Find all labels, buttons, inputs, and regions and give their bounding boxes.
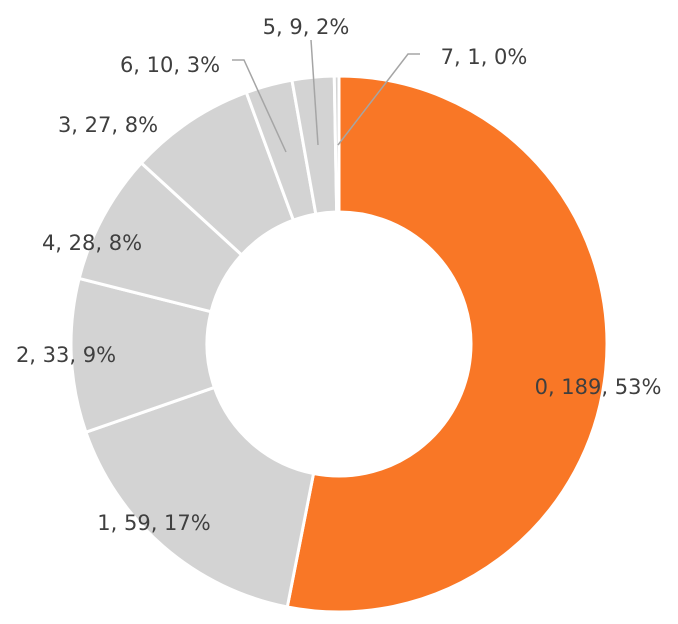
leader-lines: [232, 39, 420, 153]
data-label-7: 7, 1, 0%: [441, 45, 528, 69]
data-label-3: 3, 27, 8%: [58, 113, 158, 137]
data-label-4: 4, 28, 8%: [42, 231, 142, 255]
data-label-1: 1, 59, 17%: [97, 511, 210, 535]
donut-slices: [69, 74, 609, 614]
data-label-2: 2, 33, 9%: [16, 343, 116, 367]
leader-line-5: [310, 39, 319, 146]
donut-slice-0: [285, 74, 609, 614]
data-label-0: 0, 189, 53%: [535, 375, 662, 399]
data-label-6: 6, 10, 3%: [120, 53, 220, 77]
donut-slice-7: [332, 74, 341, 214]
data-label-5: 5, 9, 2%: [263, 15, 350, 39]
leader-line-6: [232, 59, 287, 153]
donut-slice-1: [84, 385, 316, 609]
slice-labels: 0, 189, 53% 1, 59, 17% 2, 33, 9% 4, 28, 8% 3…: [16, 15, 661, 535]
leader-line-7: [337, 53, 420, 146]
